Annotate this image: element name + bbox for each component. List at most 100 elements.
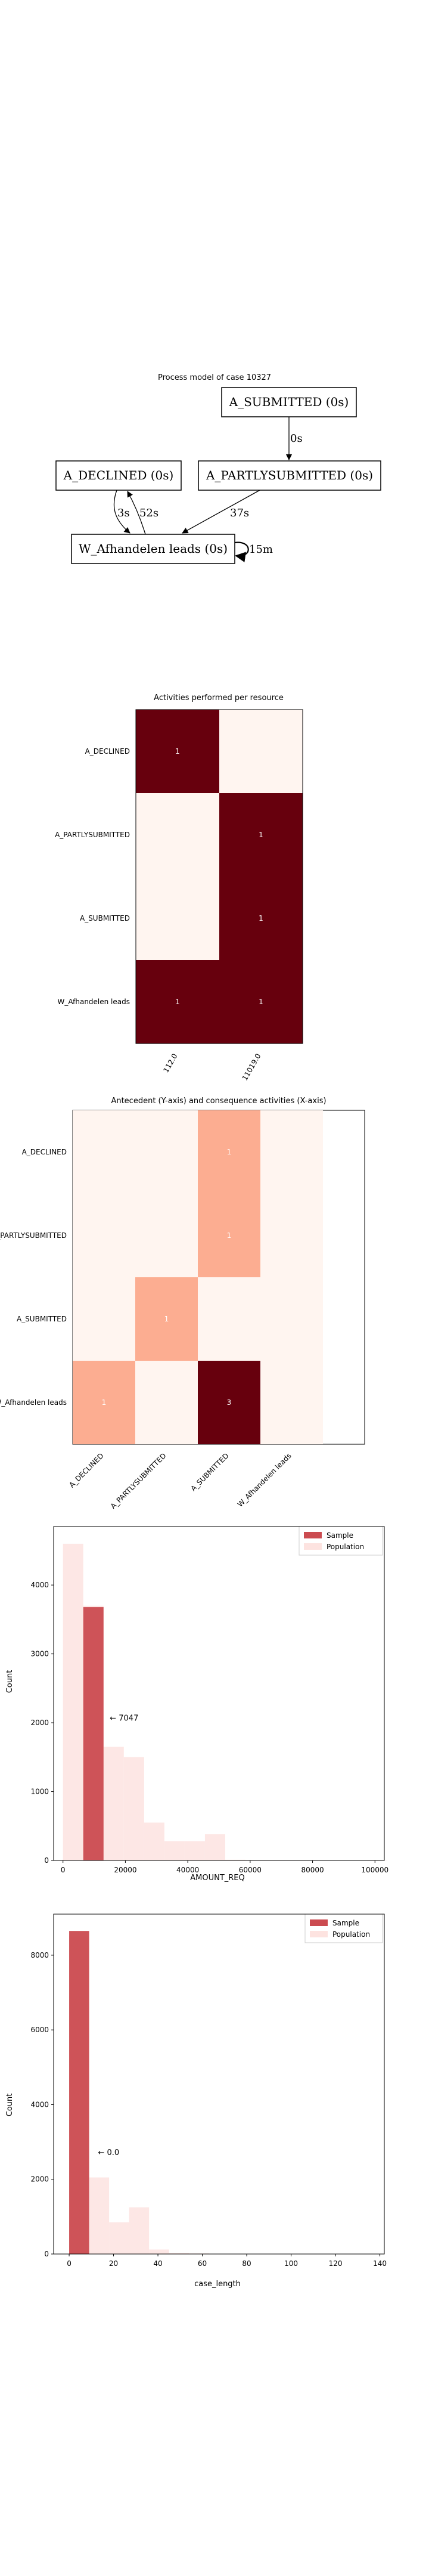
heatmap-cell-2-0 [73,1277,135,1361]
x-tick-a-submitted: A_SUBMITTED [189,1451,230,1493]
heatmap-cell-3-0 [136,960,219,1044]
x-tick-label: 60 [198,2259,207,2268]
cell-label-3-0: 1 [102,1398,107,1407]
y-tick-label: 1000 [30,1788,49,1796]
heatmap-cell-1-1 [135,1194,198,1277]
svg-text:A_SUBMITTED (0s): A_SUBMITTED (0s) [229,395,349,409]
heatmap-cell-1-0 [136,793,219,877]
heatmap-cell-1-2 [198,1194,260,1277]
legend-swatch-sample [310,1919,328,1926]
x-tick-112-0: 112.0 [161,1052,179,1075]
cell-label-3-2: 3 [227,1398,232,1407]
y-tick-label: 4000 [30,2100,49,2109]
heatmap-cell-3-0 [73,1361,135,1444]
heatmap-cell-1-0 [73,1194,135,1277]
heatmap-cell-3-1 [219,960,303,1044]
legend-label-sample: Sample [332,1919,359,1927]
resource-heatmap-figure: Activities performed per resource 1 1 1 1 1 A… [0,680,429,1085]
y-tick-label: 0 [44,2250,49,2258]
cell-label-2-1: 1 [259,914,263,922]
edge-partly-afhandelen: 37s [182,490,260,534]
y-tick-label: 8000 [30,1951,49,1959]
legend-swatch-population [310,1931,328,1937]
cell-label-1-2: 1 [227,1231,232,1240]
heatmap-cell-0-0 [73,1110,135,1194]
y-tick-w-afhandelen-leads: W_Afhandelen leads [57,998,130,1006]
x-tick-label: 20000 [114,1866,136,1874]
population-bar [63,1543,83,1860]
svg-text:0s: 0s [290,432,303,445]
edge-afhandelen-declined: 52s [127,491,158,535]
resource-heatmap: Activities performed per resource 1 1 1 1 1 A… [55,693,303,1082]
x-tick-label: 100000 [361,1866,388,1874]
y-tick-a-partlysubmitted: A_PARTLYSUBMITTED [0,1231,67,1240]
svg-text:3s: 3s [117,507,130,519]
heatmap-cell-0-2 [198,1110,260,1194]
x-tick-label: 60000 [239,1866,262,1874]
amount-histogram-figure: AMOUNT_REQ Count ← 7047 Sample Populatio… [0,1503,429,1896]
heatmap-cell-0-1 [135,1110,198,1194]
node-a-submitted: A_SUBMITTED (0s) [221,387,357,417]
svg-text:W_Afhandelen leads (0s): W_Afhandelen leads (0s) [79,541,228,556]
node-a-partlysubmitted: A_PARTLYSUBMITTED (0s) [198,460,381,491]
x-tick-label: 80 [242,2259,251,2268]
cell-label-3-0: 1 [175,998,180,1006]
edge-declined-afhandelen: 3s [113,490,130,534]
heatmap-cell-2-2 [198,1277,260,1361]
heatmap-cell-3-3 [260,1361,323,1444]
y-axis-label: Count [5,1670,14,1693]
x-tick-a-partlysubmitted: A_PARTLYSUBMITTED [109,1451,168,1510]
legend: Sample Population [299,1526,383,1556]
heatmap-cell-2-1 [135,1277,198,1361]
x-tick-label: 40000 [176,1866,199,1874]
x-tick-11019-0: 11019.0 [241,1052,263,1082]
node-a-declined: A_DECLINED (0s) [55,460,182,491]
y-tick-label: 2000 [30,2175,49,2184]
x-tick-w-afhandelen-leads: W_Afhandelen leads [236,1451,293,1509]
plot-border [53,1526,385,1861]
x-axis-label: AMOUNT_REQ [190,1874,245,1883]
legend: Sample Population [304,1914,383,1943]
population-bar [89,2177,110,2254]
x-tick-label: 0 [67,2259,72,2268]
plot-border [135,709,303,1044]
population-bar [129,2207,150,2254]
node-w-afhandelen: W_Afhandelen leads (0s) [71,534,235,564]
x-tick-label: 20 [109,2259,118,2268]
process-model-figure: Process model of case 10327 A_SUBMITTED … [0,358,429,572]
heatmap-cell-3-1 [135,1361,198,1444]
legend-label-population: Population [332,1930,370,1939]
cell-label-0-0: 1 [175,747,180,756]
legend-label-sample: Sample [327,1531,353,1540]
svg-text:37s: 37s [230,507,249,519]
population-bar [103,1747,124,1860]
heatmap-cell-1-3 [260,1194,323,1277]
x-tick-label: 40 [153,2259,162,2268]
y-tick-a-submitted: A_SUBMITTED [17,1315,67,1323]
x-tick-label: 80000 [301,1866,324,1874]
cell-label-1-1: 1 [259,831,263,839]
population-bar [184,1841,205,1860]
svg-text:A_DECLINED (0s): A_DECLINED (0s) [63,468,174,482]
y-tick-label: 6000 [30,2026,49,2034]
y-tick-label: 3000 [30,1650,49,1658]
population-bar [149,2249,169,2254]
heatmap-cell-2-0 [136,877,219,960]
amount-histogram: AMOUNT_REQ Count ← 7047 Sample Populatio… [5,1526,388,1883]
legend-swatch-sample [304,1532,322,1538]
case-length-histogram: case_length Count ← 0.0 Sample Populatio… [5,1914,387,2289]
edge-afhandelen-self: 15m [234,541,273,562]
annotation: ← 0.0 [98,2148,119,2157]
population-bar [109,2222,129,2254]
y-tick-a-submitted: A_SUBMITTED [80,914,130,922]
heatmap-cell-0-3 [260,1110,323,1194]
x-tick-label: 120 [329,2259,343,2268]
y-tick-label: 4000 [30,1581,49,1589]
svg-text:52s: 52s [139,507,158,519]
heatmap-cell-1-1 [219,793,303,877]
x-tick-label: 140 [373,2259,387,2268]
x-tick-label: 0 [61,1866,66,1874]
y-tick-label: 2000 [30,1719,49,1727]
process-model-title: Process model of case 10327 [157,373,272,382]
x-tick-a-declined: A_DECLINED [67,1451,105,1489]
